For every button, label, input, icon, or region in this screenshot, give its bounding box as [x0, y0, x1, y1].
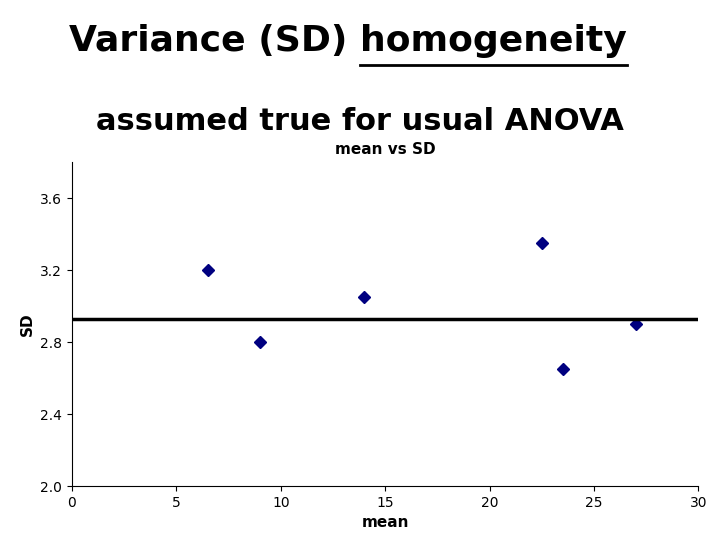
Text: Variance (SD): Variance (SD)	[69, 24, 360, 57]
Text: assumed true for usual ANOVA: assumed true for usual ANOVA	[96, 107, 624, 136]
Text: homogeneity: homogeneity	[360, 24, 626, 57]
Title: mean vs SD: mean vs SD	[335, 141, 436, 157]
X-axis label: mean: mean	[361, 515, 409, 530]
Y-axis label: SD: SD	[19, 312, 35, 336]
